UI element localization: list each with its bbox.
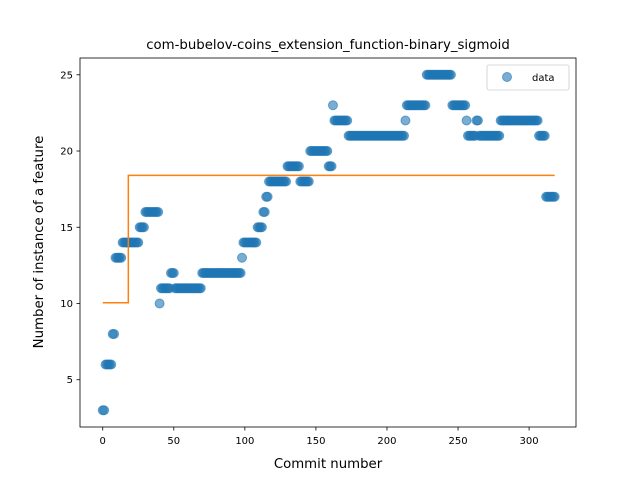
x-tick-label: 50 — [167, 436, 180, 447]
y-axis-label: Number of instance of a feature — [32, 136, 47, 349]
data-point — [251, 237, 262, 248]
chart-title: com-bubelov-coins_extension_function-bin… — [146, 38, 510, 53]
data-point — [303, 176, 314, 187]
legend: data — [486, 64, 570, 91]
y-axis: 5 10 15 20 25 — [60, 70, 80, 386]
data-point — [549, 191, 560, 202]
data-point — [420, 100, 431, 111]
data-point — [168, 268, 179, 278]
data-point — [326, 161, 337, 172]
data-point — [235, 268, 246, 278]
data-point — [293, 161, 304, 172]
data-point — [109, 328, 120, 339]
data-point — [259, 207, 270, 217]
data-point — [116, 252, 127, 263]
x-axis: 0 50 100 150 200 250 300 — [100, 427, 539, 447]
y-tick-label: 5 — [67, 375, 73, 386]
legend-label: data — [532, 73, 555, 84]
y-tick-label: 20 — [60, 147, 73, 158]
legend-box — [486, 64, 570, 91]
y-tick-label: 15 — [60, 223, 73, 234]
x-tick-label: 300 — [520, 436, 539, 447]
y-tick-label: 10 — [60, 299, 73, 310]
data-point — [138, 222, 149, 233]
x-axis-label: Commit number — [274, 457, 383, 472]
plot-area — [97, 69, 560, 416]
data-point — [327, 100, 338, 111]
plot-frame — [79, 57, 577, 428]
data-point — [494, 130, 505, 141]
data-point — [153, 207, 164, 217]
data-point — [461, 115, 472, 126]
data-point — [460, 100, 471, 111]
data-point — [154, 298, 165, 309]
data-point — [106, 359, 117, 370]
data-point — [399, 130, 410, 141]
data-point — [237, 252, 248, 263]
data-point — [262, 191, 273, 202]
data-point — [99, 405, 110, 416]
legend-marker — [502, 72, 512, 82]
x-tick-label: 100 — [235, 436, 254, 447]
fit-line — [102, 174, 555, 304]
x-tick-label: 200 — [377, 436, 396, 447]
data-point — [342, 115, 353, 126]
y-tick-label: 25 — [60, 70, 73, 81]
x-tick-label: 0 — [100, 436, 106, 447]
x-tick-label: 150 — [306, 436, 325, 447]
data-point — [322, 146, 333, 157]
data-point — [532, 115, 543, 126]
data-point — [133, 237, 144, 248]
data-point — [256, 222, 267, 233]
data-point — [400, 115, 411, 126]
data-point — [195, 283, 206, 294]
x-tick-label: 250 — [448, 436, 467, 447]
data-point — [445, 69, 456, 80]
data-point — [472, 115, 483, 126]
data-point — [539, 130, 550, 141]
data-point — [281, 176, 292, 187]
